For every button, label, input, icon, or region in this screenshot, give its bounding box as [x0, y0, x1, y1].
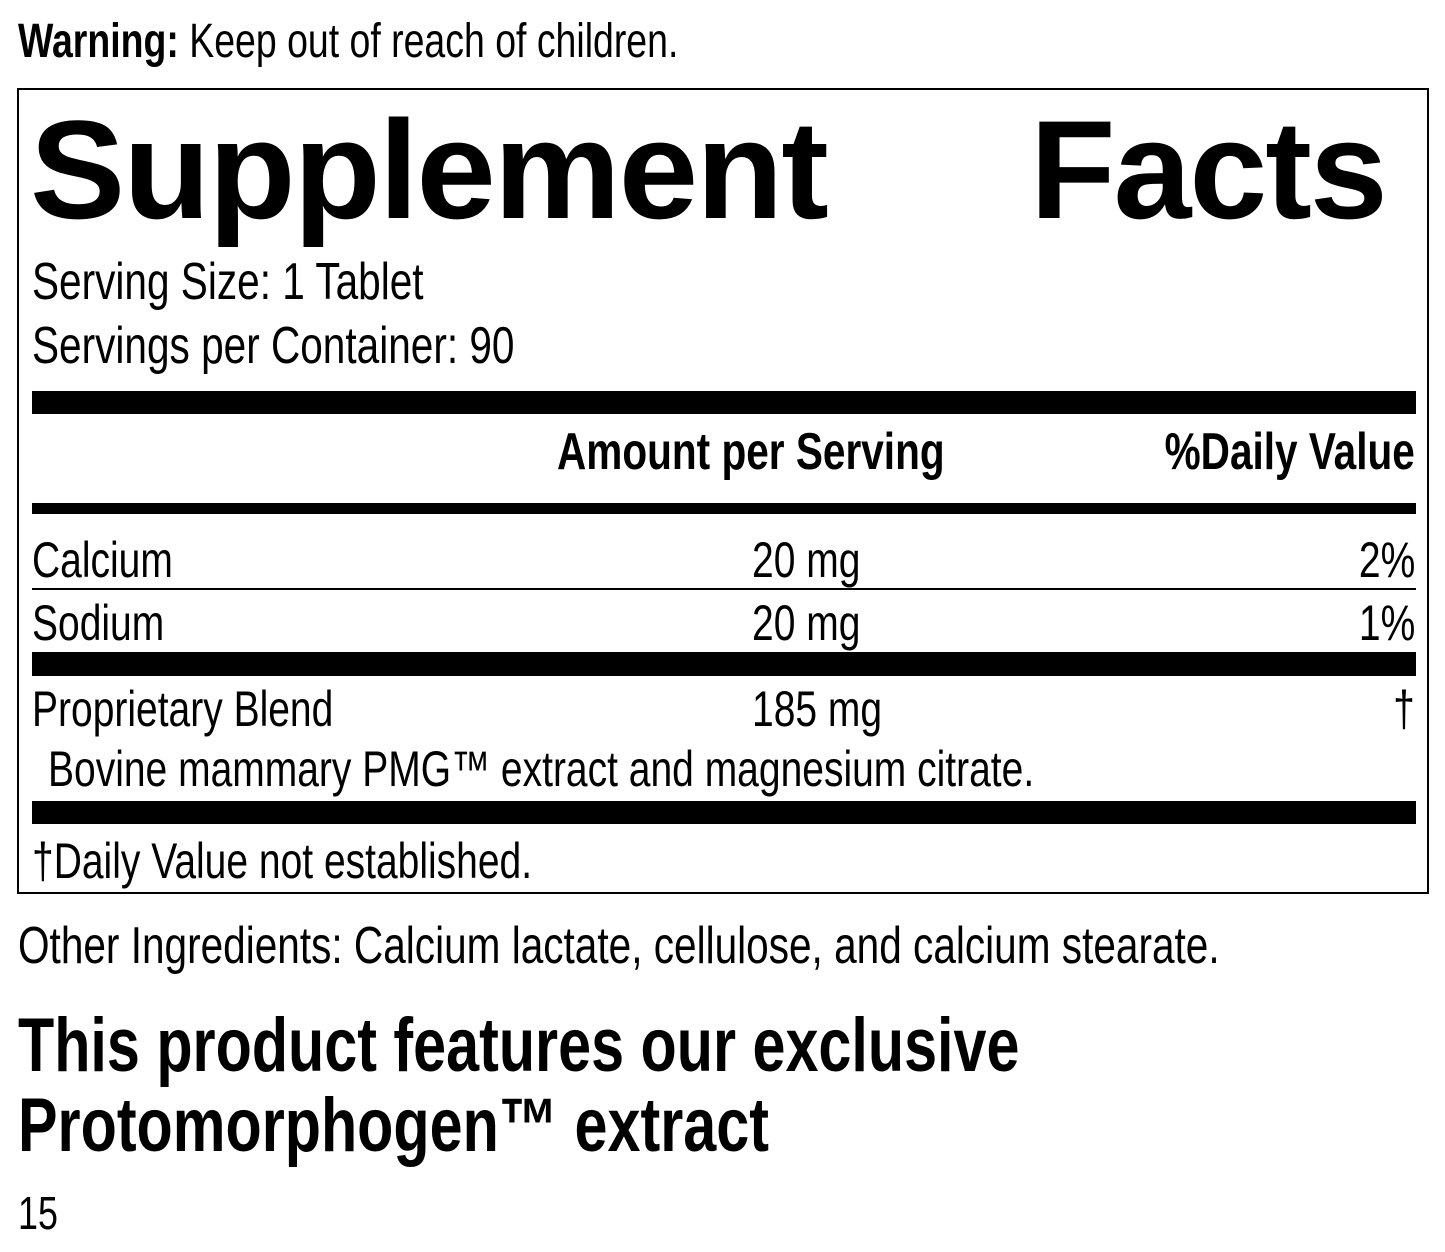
serving-size: Serving Size: 1 Tablet — [32, 253, 424, 311]
row-name: Sodium — [32, 595, 165, 651]
medium-divider — [32, 503, 1416, 514]
warning-text: Warning: Keep out of reach of children. — [18, 18, 678, 66]
thick-divider — [32, 391, 1416, 414]
title-facts: Facts — [1030, 91, 1388, 248]
servings-per-container: Servings per Container: 90 — [32, 317, 515, 375]
thin-divider — [32, 588, 1416, 590]
row-amount: 20 mg — [752, 595, 861, 651]
header-daily-value: %Daily Value — [1164, 423, 1415, 481]
supplement-facts-panel — [17, 88, 1429, 894]
thick-divider — [32, 801, 1416, 824]
row-dv: 2% — [1358, 532, 1415, 588]
row-dv: † — [1393, 681, 1415, 737]
page-number: 15 — [18, 1187, 58, 1239]
feature-line-2: Protomorphogen™ extract — [18, 1083, 769, 1168]
thick-divider — [32, 652, 1416, 676]
title-supplement: Supplement — [30, 91, 829, 248]
row-name: Proprietary Blend — [32, 681, 334, 737]
warning-body: Keep out of reach of children. — [178, 15, 679, 68]
warning-label: Warning: — [18, 15, 179, 68]
row-name: Calcium — [32, 532, 173, 588]
row-amount: 20 mg — [752, 532, 861, 588]
blend-detail: Bovine mammary PMG™ extract and magnesiu… — [48, 741, 1035, 797]
feature-line-1: This product features our exclusive — [18, 1003, 1020, 1088]
header-amount: Amount per Serving — [557, 423, 945, 481]
footnote: †Daily Value not established. — [32, 833, 533, 889]
row-amount: 185 mg — [752, 681, 883, 737]
other-ingredients: Other Ingredients: Calcium lactate, cell… — [18, 917, 1220, 975]
row-dv: 1% — [1358, 595, 1415, 651]
